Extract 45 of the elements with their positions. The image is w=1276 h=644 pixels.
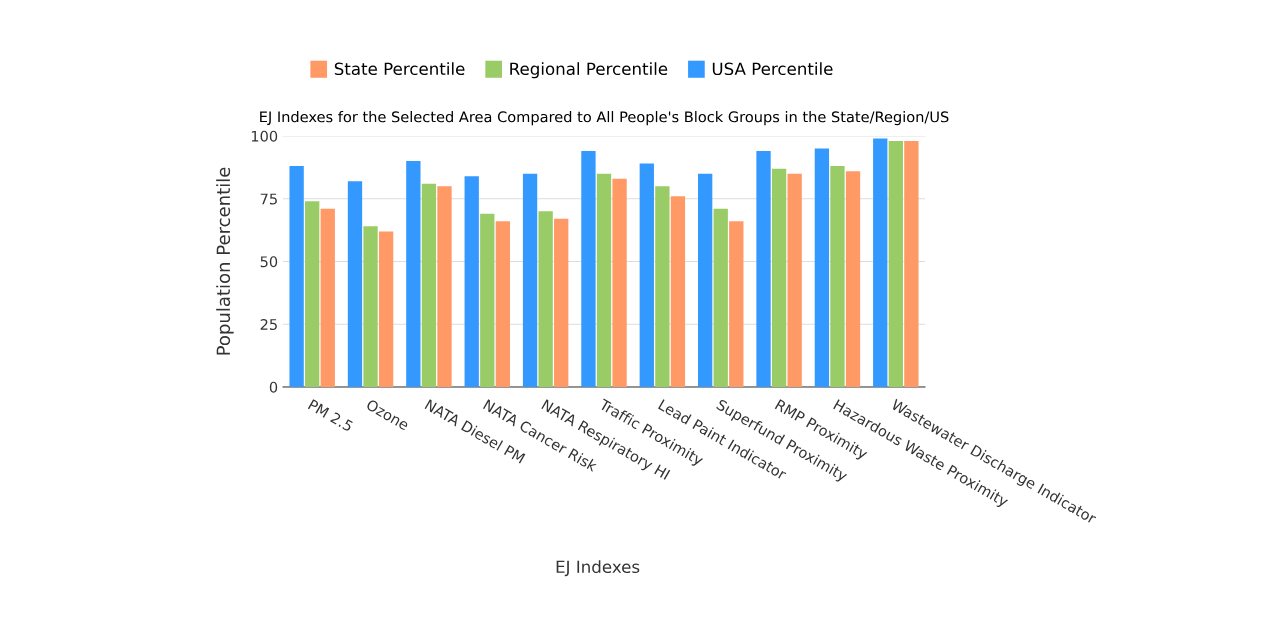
bar [437,186,452,387]
bar [495,221,510,387]
bar [464,176,479,387]
bar [421,183,437,387]
legend-label: USA Percentile [712,62,833,76]
bar [378,231,394,387]
y-tick-label: 75 [260,193,277,205]
y-tick-label: 0 [269,381,278,393]
bar [596,173,612,387]
bar [522,173,538,387]
bar [612,178,627,387]
bar [538,211,553,387]
bar [814,148,830,387]
chart-title: EJ Indexes for the Selected Area Compared to All People's Block Groups in the State/Region/US [260,111,949,126]
bar [873,138,888,387]
bar [406,161,421,387]
y-axis-title: Population Percentile [216,167,234,355]
bar [904,141,919,387]
bar [698,173,713,387]
bar [554,218,569,387]
y-tick-label: 100 [251,130,278,142]
bar [845,171,861,387]
y-tick-label: 25 [260,318,277,330]
y-tick-label: 50 [260,256,278,268]
bar [787,173,802,387]
bar [670,196,686,387]
x-axis-title: EJ Indexes [556,560,640,577]
bar [729,221,744,387]
bar [480,213,495,387]
bar [655,186,670,387]
bar [363,226,378,387]
x-tick-label: PM 2.5 [307,399,354,432]
bar [289,166,304,387]
bar [713,208,728,387]
bar [888,141,903,387]
bar [305,201,320,387]
bar [756,151,771,387]
bar [581,151,596,387]
legend-label: State Percentile [334,62,465,76]
bar [320,208,335,387]
bar [771,168,787,387]
bar [639,163,654,387]
bar [347,181,363,387]
legend-label: Regional Percentile [510,62,668,79]
bar [830,166,845,387]
